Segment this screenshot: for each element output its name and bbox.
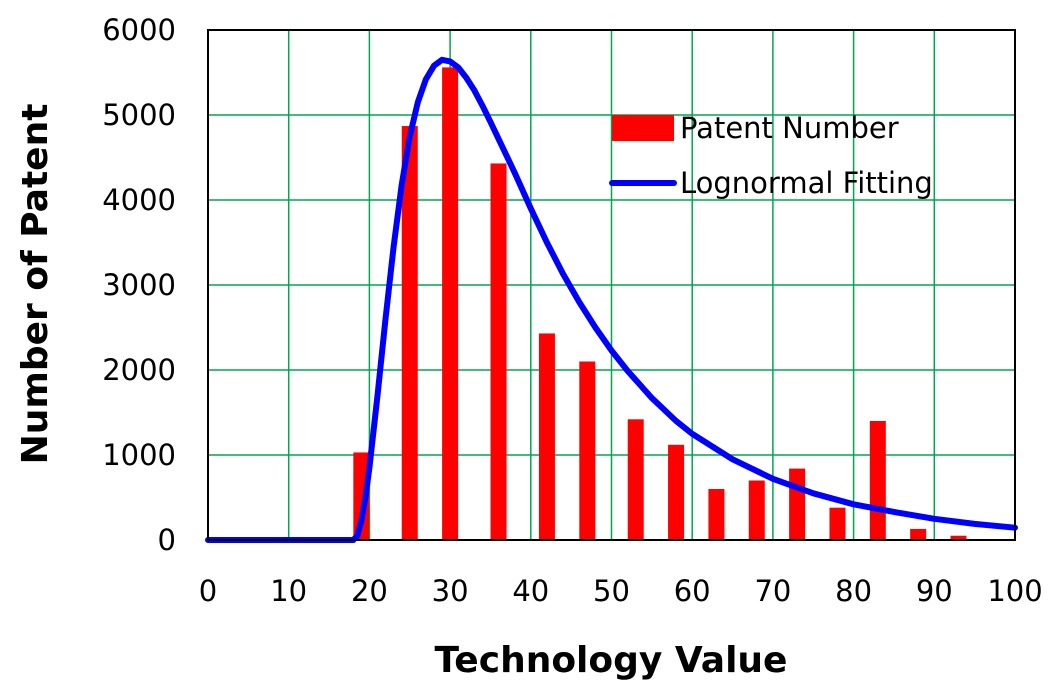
y-axis-title: Number of Patent <box>15 104 56 465</box>
legend-label-patent-number: Patent Number <box>680 111 899 145</box>
bar-78 <box>829 507 846 540</box>
bar-58 <box>668 444 685 540</box>
x-tick-label-40: 40 <box>512 574 549 608</box>
y-tick-label-2000: 2000 <box>102 353 176 387</box>
y-tick-label-6000: 6000 <box>102 13 176 47</box>
bar-36 <box>490 163 507 540</box>
x-tick-label-10: 10 <box>270 574 307 608</box>
curve-layer <box>205 56 1018 543</box>
y-tick-label-4000: 4000 <box>102 183 176 217</box>
bar-83 <box>869 421 886 540</box>
y-tick-label-0: 0 <box>158 523 176 557</box>
bar-42 <box>538 333 555 540</box>
legend: Patent Number Lognormal Fitting <box>609 111 933 200</box>
x-tick-label-50: 50 <box>593 574 630 608</box>
bar-layer <box>353 67 967 541</box>
tick-layer: 0 10 20 30 40 50 60 70 80 90 100010002000300040005… <box>102 13 1042 608</box>
x-tick-label-60: 60 <box>674 574 711 608</box>
bar-30 <box>442 67 459 541</box>
lognormal-fitting-line <box>205 56 1018 543</box>
x-axis-title: Technology Value <box>435 640 788 681</box>
x-tick-label-80: 80 <box>835 574 872 608</box>
bar-93 <box>950 535 967 540</box>
x-tick-label-100: 100 <box>987 574 1042 608</box>
x-tick-label-70: 70 <box>754 574 791 608</box>
y-tick-label-3000: 3000 <box>102 268 176 302</box>
bar-63 <box>708 489 725 540</box>
legend-swatch-patent-number <box>612 115 674 141</box>
bar-47 <box>579 361 596 540</box>
bar-53 <box>627 419 644 540</box>
bar-73 <box>789 468 806 540</box>
y-tick-label-1000: 1000 <box>102 438 176 472</box>
plot-frame <box>207 29 1016 541</box>
legend-label-lognormal-fitting: Lognormal Fitting <box>680 166 933 200</box>
x-tick-label-0: 0 <box>199 574 217 608</box>
x-tick-label-20: 20 <box>351 574 388 608</box>
bar-88 <box>910 528 927 540</box>
bar-25 <box>401 126 418 541</box>
x-tick-label-30: 30 <box>432 574 469 608</box>
y-tick-label-5000: 5000 <box>102 98 176 132</box>
grid-layer <box>207 29 1016 541</box>
x-tick-label-90: 90 <box>916 574 953 608</box>
bar-68 <box>748 480 765 540</box>
bar-19 <box>353 452 370 540</box>
frame-layer <box>207 29 1016 541</box>
